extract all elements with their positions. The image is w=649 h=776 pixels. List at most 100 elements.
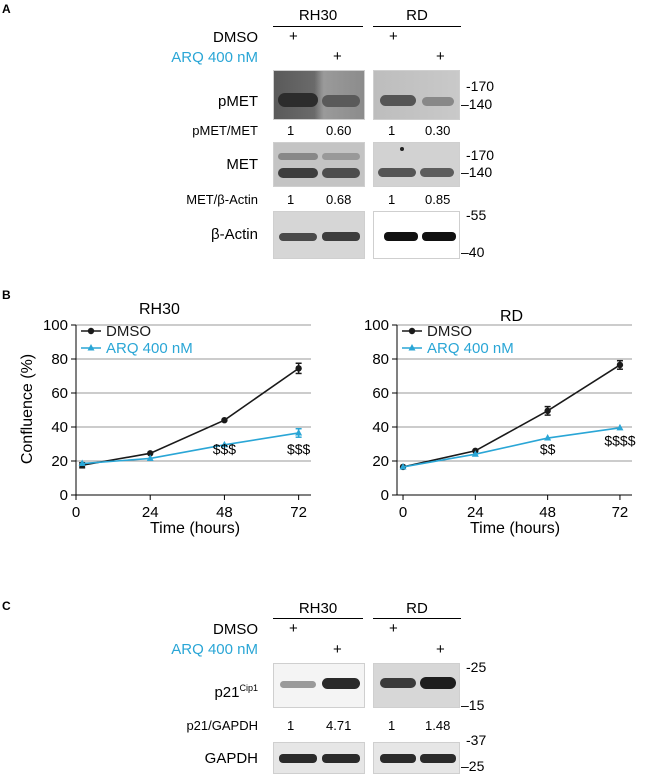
rh30-header-line [273,26,363,27]
met-label: MET [226,156,258,173]
cell-line-rd-a: RD [406,7,428,24]
y-tick-label-0-1: 20 [51,453,68,470]
pmet-ratio-rh30-arq: 0.60 [326,123,352,138]
data-point-0-1-3 [295,428,303,436]
panel-label-a: A [2,2,11,16]
panel-label-b: B [2,288,11,302]
data-point-0-1-1 [146,454,154,461]
pmet-blot-rh30 [273,70,365,120]
actin-mw-55: -55 [466,207,487,223]
x-tick-label-0-3: 72 [290,504,307,521]
arq-label-a: ARQ 400 nM [171,49,258,66]
x-tick-label-0-0: 0 [72,504,80,521]
data-point-1-0-2 [544,407,551,415]
pmet-ratio-rd-dmso: 1 [388,123,396,138]
plus-rd-arq-c: + [436,641,445,658]
legend-marker-1-1 [408,344,416,351]
significance-label-0-0: $$$ [213,441,237,457]
y-tick-label-1-0: 0 [381,487,389,504]
pmet-ratio-rd-arq: 0.30 [425,123,451,138]
x-tick-label-0-1: 24 [142,504,159,521]
data-point-0-0-2 [221,417,228,424]
gapdh-blot-rd [373,742,460,774]
x-tick-label-1-0: 0 [399,504,407,521]
legend-marker-1-0 [408,327,416,335]
p21-mw-15: –15 [461,697,485,713]
legend-label-1-1: ARQ 400 nM [427,340,514,357]
p21-ratio-rd-arq: 1.48 [425,718,451,733]
pmet-ratio-rh30-dmso: 1 [287,123,295,138]
y-tick-label-1-2: 40 [372,419,389,436]
panel-label-c: C [2,599,11,613]
data-point-0-0-3 [295,365,302,372]
p21-ratio-rh30-dmso: 1 [287,718,295,733]
plus-rh30-arq-a: + [333,48,342,65]
x-tick-label-0-2: 48 [216,504,233,521]
cell-line-rh30-c: RH30 [298,600,338,617]
plus-rd-dmso-c: + [389,620,398,637]
data-point-1-0-3 [616,361,624,369]
met-ratio-label: MET/β-Actin [186,192,258,207]
met-mw-140: –140 [461,164,493,180]
actin-label: β-Actin [211,226,258,243]
gapdh-mw-25: –25 [461,758,485,774]
pmet-mw-170: -170 [466,78,495,94]
y-tick-label-0-5: 100 [43,317,68,334]
y-tick-label-0-2: 40 [51,419,68,436]
significance-label-1-1: $$$$ [604,433,635,449]
series-line-0-1 [82,432,299,465]
x-tick-label-1-1: 24 [467,504,484,521]
actin-blot-rd [373,211,460,259]
y-tick-label-1-3: 60 [372,385,389,402]
met-ratio-rd-arq: 0.85 [425,192,451,207]
p21-ratio-rd-dmso: 1 [388,718,396,733]
x-tick-label-1-3: 72 [612,504,629,521]
met-mw-170: -170 [466,147,495,163]
plus-rh30-dmso-a: + [289,28,298,45]
x-axis-label-rh30: Time (hours) [149,520,241,537]
met-ratio-rh30-arq: 0.68 [326,192,352,207]
y-tick-label-1-4: 80 [372,351,389,368]
y-tick-label-0-4: 80 [51,351,68,368]
p21-ratio-label: p21/GAPDH [186,718,258,733]
p21-ratio-rh30-arq: 4.71 [326,718,352,733]
data-point-0-1-2 [220,440,228,448]
cell-line-rh30-a: RH30 [298,7,338,24]
cell-line-rd-c: RD [406,600,428,617]
plus-rd-arq-a: + [436,48,445,65]
legend-label-0-1: ARQ 400 nM [106,340,193,357]
y-tick-label-0-0: 0 [60,487,68,504]
significance-label-1-0: $$ [540,441,556,457]
series-line-1-0 [402,364,621,468]
dmso-label-a: DMSO [213,29,258,46]
met-blot-rh30 [273,142,365,187]
y-tick-label-1-5: 100 [364,317,389,334]
legend-marker-0-0 [87,327,95,335]
x-axis-label-rd: Time (hours) [469,520,561,537]
legend-label-1-0: DMSO [427,323,472,340]
data-point-1-1-2 [544,434,552,441]
actin-mw-40: –40 [461,244,485,260]
data-point-0-1-0 [78,459,86,467]
data-point-0-0-1 [147,450,154,457]
dmso-label-c: DMSO [213,621,258,638]
y-tick-label-1-1: 20 [372,453,389,470]
arq-label-c: ARQ 400 nM [171,641,258,658]
significance-label-0-1: $$$ [287,441,311,457]
data-point-1-1-1 [471,450,479,457]
data-point-1-1-3 [616,423,624,431]
plus-rd-dmso-a: + [389,28,398,45]
x-tick-label-1-2: 48 [539,504,556,521]
met-ratio-rh30-dmso: 1 [287,192,295,207]
plus-rh30-dmso-c: + [289,620,298,637]
chart-title-rd: RD [500,308,524,325]
series-line-1-1 [402,427,621,468]
data-point-1-1-0 [399,462,407,470]
chart-title-rh30: RH30 [139,301,180,318]
p21-blot-rd [373,663,460,708]
p21-mw-25: -25 [466,659,487,675]
plus-rh30-arq-c: + [333,641,342,658]
pmet-blot-rd [373,70,460,120]
gapdh-blot-rh30 [273,742,365,774]
pmet-ratio-label: pMET/MET [192,123,258,138]
